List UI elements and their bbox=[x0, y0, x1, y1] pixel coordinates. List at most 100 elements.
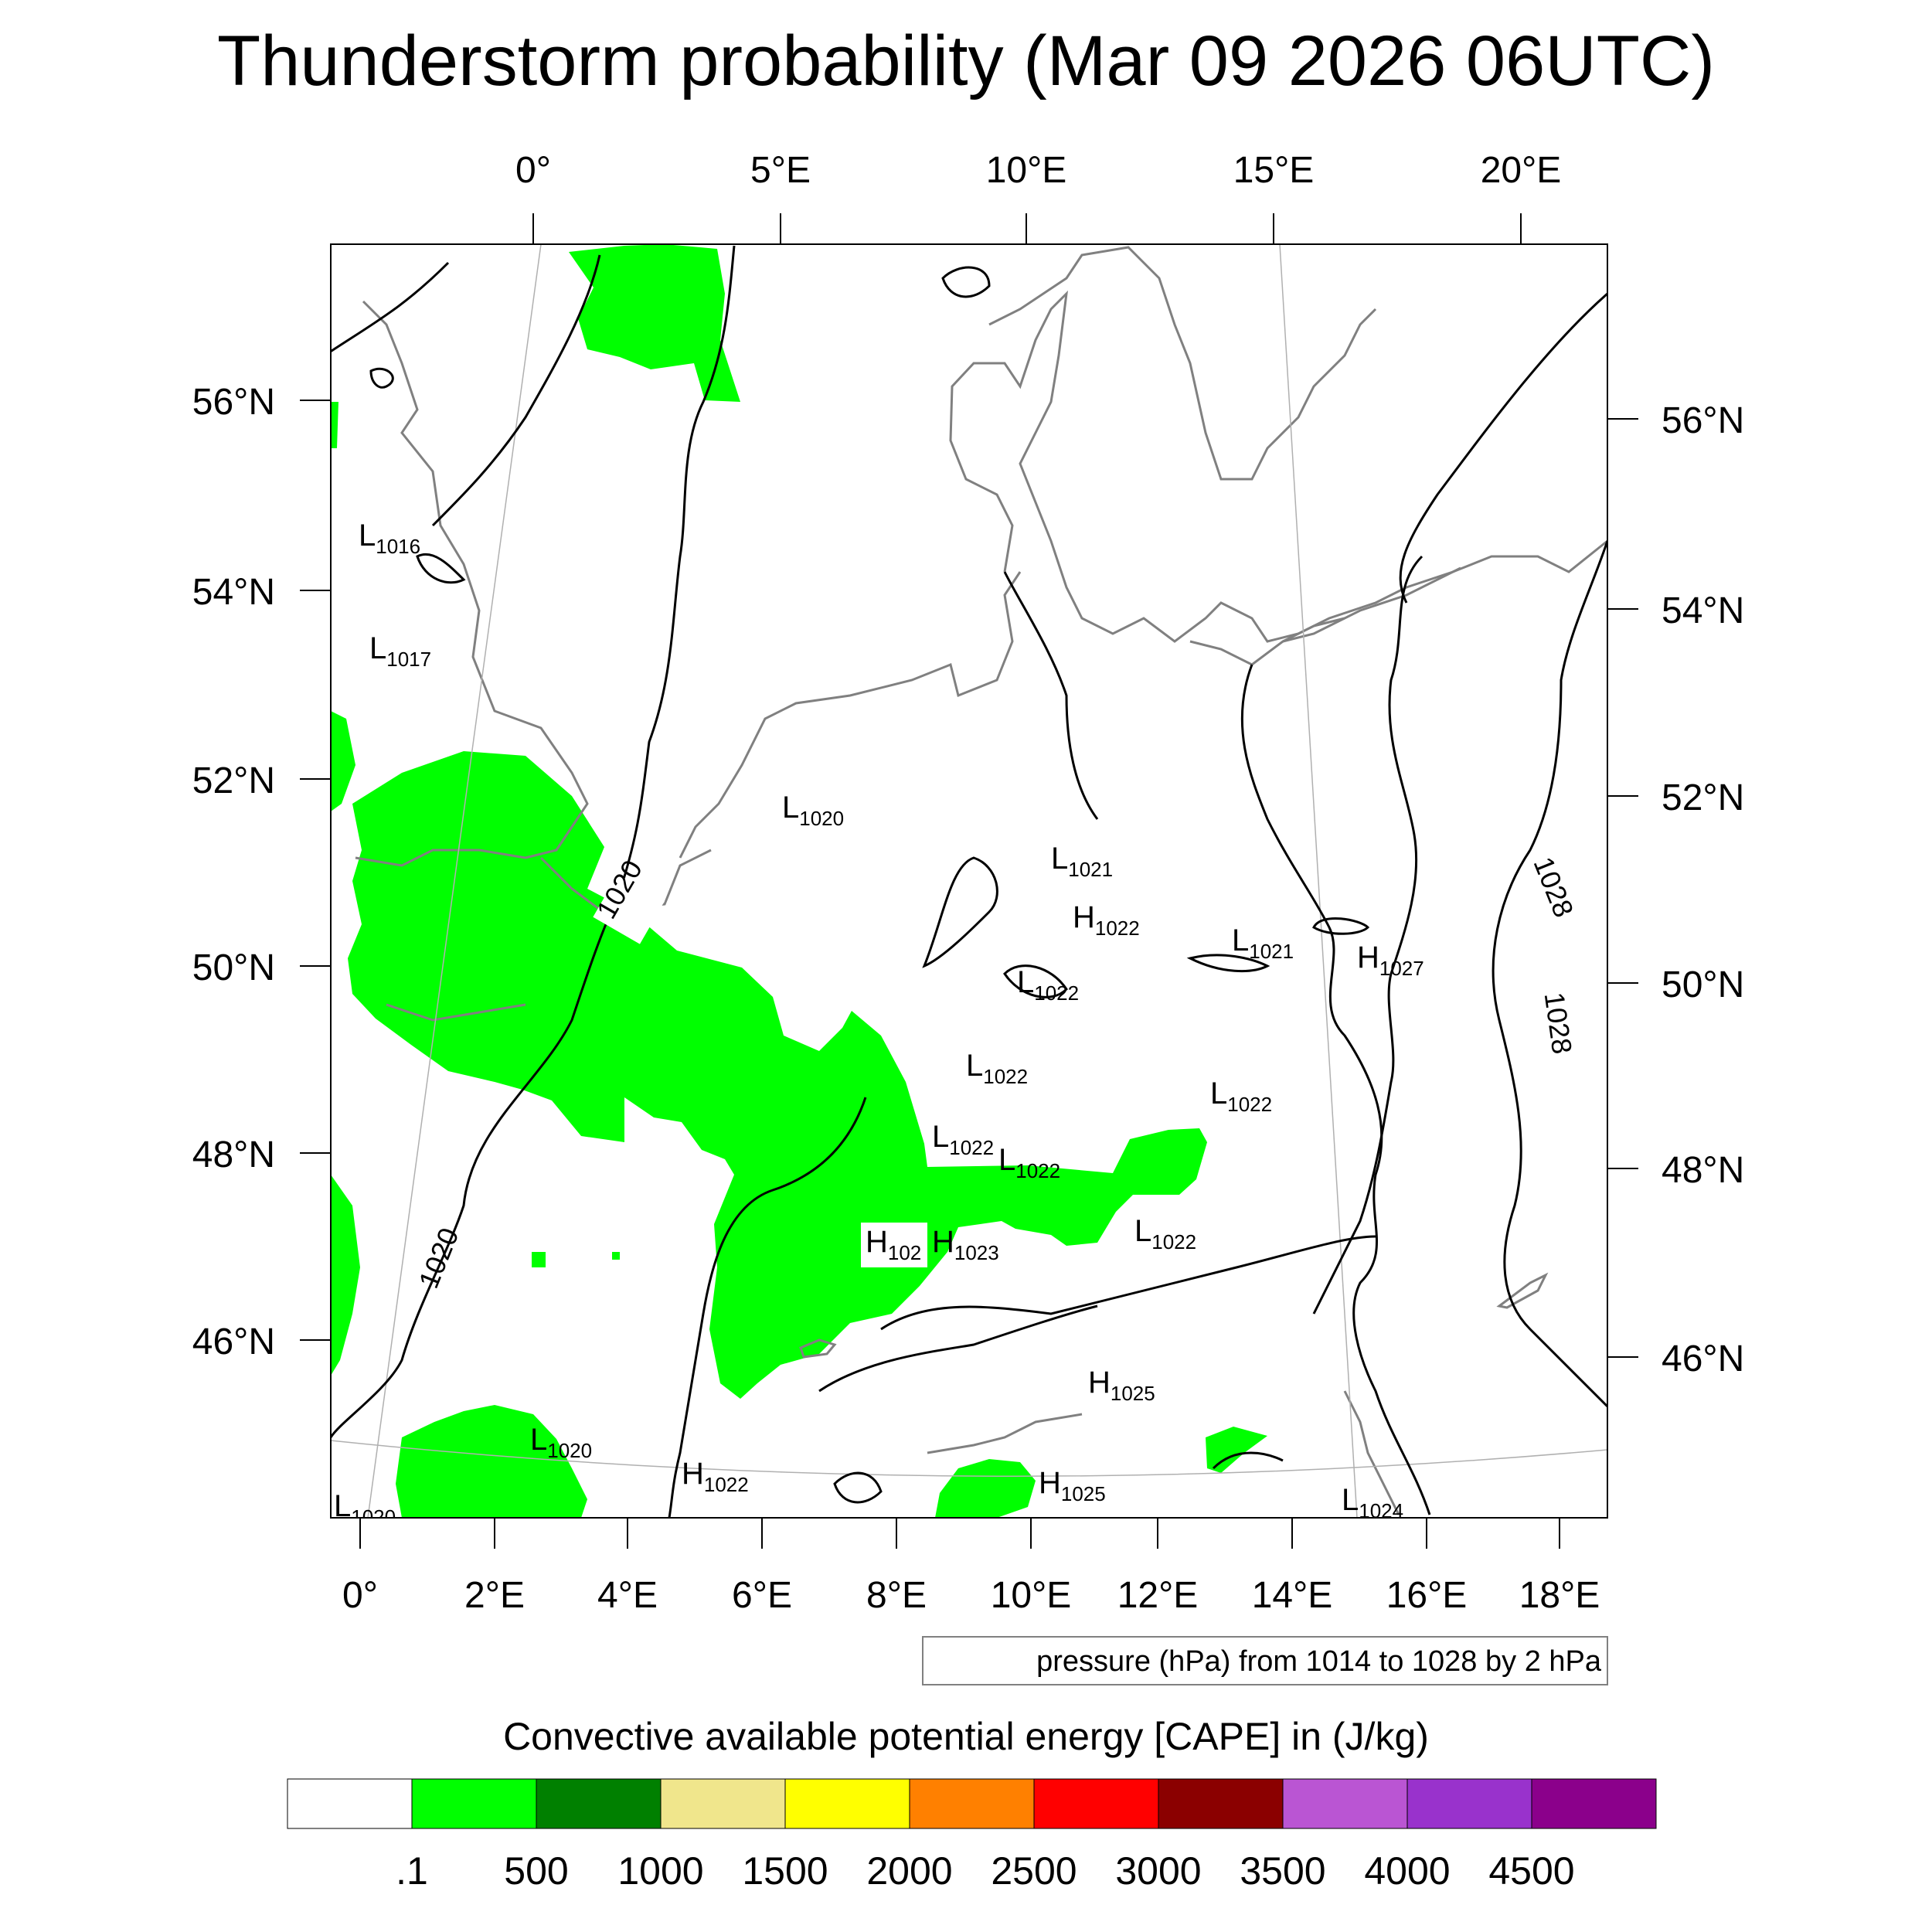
right-latitude-labels: 56°N 54°N 52°N 50°N 48°N 46°N bbox=[1662, 400, 1744, 1379]
pressure-center-label: L1022 bbox=[1017, 965, 1079, 1005]
legend-swatch bbox=[1033, 1778, 1159, 1829]
isobar bbox=[1186, 954, 1270, 972]
cape-area-southwest bbox=[396, 1405, 587, 1518]
pressure-center-label: L1020 bbox=[334, 1489, 396, 1529]
pressure-center-label: H1022 bbox=[682, 1457, 749, 1496]
lon-label: 4°E bbox=[597, 1575, 658, 1616]
legend-swatch bbox=[1406, 1778, 1532, 1829]
lon-label: 10°E bbox=[986, 150, 1067, 191]
legend-tick-label: 1000 bbox=[617, 1849, 703, 1893]
coastline-baltic-south bbox=[1189, 617, 1345, 666]
cape-area-west-edge bbox=[331, 402, 338, 448]
isobar-value-label: 1028 bbox=[1539, 990, 1579, 1056]
lat-label: 48°N bbox=[192, 1134, 275, 1175]
isobar bbox=[416, 553, 466, 584]
pressure-center-label: L1022 bbox=[1210, 1077, 1272, 1116]
lat-label: 48°N bbox=[1662, 1150, 1744, 1191]
legend-tick-labels: .1 500 1000 1500 2000 2500 3000 3500 4000 4500 bbox=[396, 1849, 1574, 1893]
isobars bbox=[331, 245, 1607, 1518]
isobar bbox=[1312, 555, 1423, 1315]
lon-label: 10°E bbox=[991, 1575, 1072, 1616]
lon-label: 5°E bbox=[750, 150, 811, 191]
lon-label: 12°E bbox=[1117, 1575, 1199, 1616]
lat-label: 56°N bbox=[1662, 400, 1744, 441]
legend-swatch bbox=[1282, 1778, 1408, 1829]
legend-swatch bbox=[660, 1778, 786, 1829]
pressure-center-label: L1021 bbox=[1051, 842, 1113, 881]
isobar bbox=[1492, 540, 1607, 1408]
coastline-britain-east bbox=[355, 300, 589, 867]
lon-label: 20°E bbox=[1481, 150, 1562, 191]
coastline-adriatic bbox=[1343, 1390, 1400, 1515]
pressure-center-label: H1027 bbox=[1357, 940, 1424, 980]
pressure-center-label: L1024 bbox=[1342, 1483, 1403, 1522]
legend-swatch bbox=[411, 1778, 537, 1829]
pressure-center-label: L1020 bbox=[782, 791, 844, 830]
legend-swatch bbox=[784, 1778, 910, 1829]
pressure-center-label: H1025 bbox=[1039, 1466, 1106, 1505]
legend-tick-label: 1500 bbox=[742, 1849, 828, 1893]
legend-swatch bbox=[909, 1778, 1035, 1829]
pressure-center-label: L1022 bbox=[998, 1143, 1060, 1182]
cape-area-west-south bbox=[331, 1175, 360, 1376]
isobar bbox=[668, 1097, 867, 1518]
label-background bbox=[593, 874, 665, 944]
lat-label: 46°N bbox=[1662, 1338, 1744, 1379]
isobar bbox=[941, 266, 991, 298]
pressure-center-label: L1022 bbox=[932, 1120, 994, 1159]
left-latitude-labels: 56°N 54°N 52°N 50°N 48°N 46°N bbox=[192, 382, 275, 1362]
lat-label: 54°N bbox=[1662, 590, 1744, 631]
map-title: Thunderstorm probability (Mar 09 2026 06… bbox=[217, 22, 1715, 100]
pressure-center-label: H1023 bbox=[932, 1225, 999, 1264]
lon-label: 15°E bbox=[1233, 150, 1315, 191]
cape-shading bbox=[331, 244, 1267, 1518]
lon-label: 14°E bbox=[1252, 1575, 1333, 1616]
cape-area-north-sea bbox=[569, 244, 740, 402]
isobar bbox=[1312, 917, 1370, 935]
isobar bbox=[331, 261, 450, 353]
isobar bbox=[922, 856, 998, 968]
pressure-center-label: H1022 bbox=[1073, 900, 1140, 940]
lat-label: 50°N bbox=[192, 947, 275, 988]
lon-label: 18°E bbox=[1519, 1575, 1600, 1616]
legend-color-bar bbox=[287, 1778, 1657, 1829]
legend-tick-label: 2000 bbox=[866, 1849, 952, 1893]
isobar bbox=[1003, 964, 1068, 998]
label-background bbox=[861, 1223, 927, 1267]
isobar bbox=[1399, 292, 1607, 604]
cape-speck bbox=[532, 1252, 546, 1267]
pressure-center-label: L1020 bbox=[530, 1423, 592, 1462]
cape-speck bbox=[612, 1252, 620, 1260]
map-frame bbox=[330, 243, 1608, 1519]
lat-label: 50°N bbox=[1662, 964, 1744, 1005]
legend-tick-label: 4500 bbox=[1488, 1849, 1574, 1893]
pressure-center-label: L1022 bbox=[1134, 1214, 1196, 1253]
lat-label: 56°N bbox=[192, 382, 275, 423]
top-longitude-labels: 0° 5°E 10°E 15°E 20°E bbox=[515, 150, 1561, 191]
lat-label: 52°N bbox=[1662, 777, 1744, 818]
coastline-lake bbox=[799, 1338, 837, 1359]
isobar bbox=[1003, 571, 1099, 820]
pressure-center-label: L1021 bbox=[1232, 923, 1294, 963]
lon-label: 0° bbox=[515, 150, 551, 191]
lat-label: 46°N bbox=[192, 1321, 275, 1362]
pressure-center-label: L1016 bbox=[359, 519, 420, 558]
legend-title: Convective available potential energy [C… bbox=[503, 1715, 1429, 1758]
legend-tick-label: 3500 bbox=[1240, 1849, 1325, 1893]
lon-label: 16°E bbox=[1386, 1575, 1468, 1616]
legend-tick-label: 3000 bbox=[1115, 1849, 1201, 1893]
legend-swatch bbox=[287, 1778, 413, 1829]
legend-swatch bbox=[1158, 1778, 1284, 1829]
isobar bbox=[1212, 1451, 1284, 1470]
pressure-center-label: L1017 bbox=[369, 631, 431, 671]
lon-label: 2°E bbox=[464, 1575, 525, 1616]
pressure-note-box bbox=[922, 1636, 1608, 1685]
coastline-lake-balaton bbox=[1496, 1272, 1549, 1309]
lat-label: 54°N bbox=[192, 572, 275, 613]
coastline-scandinavia bbox=[988, 246, 1377, 481]
isobar bbox=[818, 1304, 1098, 1393]
isobar-value-label: 1028 bbox=[1527, 852, 1580, 922]
coastline-benelux bbox=[679, 571, 1022, 859]
legend-tick-label: 500 bbox=[504, 1849, 568, 1893]
legend-tick-label: 2500 bbox=[991, 1849, 1077, 1893]
